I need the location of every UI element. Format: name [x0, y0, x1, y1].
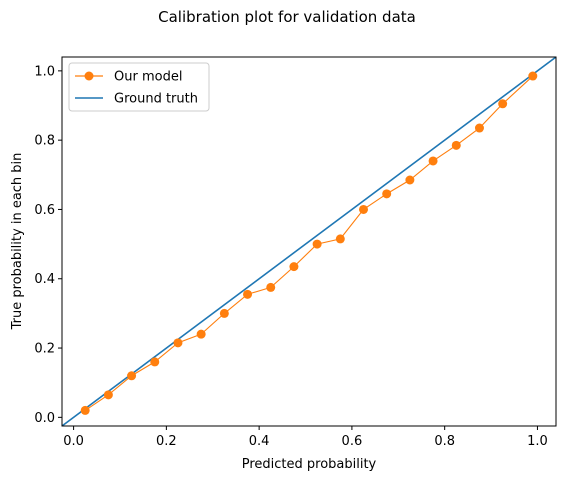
x-tick-label: 0.8 [434, 434, 455, 449]
data-point-our-model [266, 282, 276, 292]
legend-marker-our-model [84, 71, 94, 81]
data-point-our-model [103, 390, 113, 400]
legend-label-our-model: Our model [114, 70, 182, 85]
y-tick-label: 0.4 [34, 272, 55, 287]
data-point-our-model [359, 204, 369, 214]
data-point-our-model [312, 239, 322, 249]
x-tick-label: 0.6 [342, 434, 363, 449]
chart-title: Calibration plot for validation data [158, 8, 416, 26]
y-tick-label: 0.0 [34, 411, 55, 426]
data-point-our-model [219, 308, 229, 318]
y-tick-label: 0.6 [34, 203, 55, 218]
data-point-our-model [382, 189, 392, 199]
x-tick-label: 0.2 [156, 434, 177, 449]
data-point-our-model [196, 329, 206, 339]
data-point-our-model [405, 175, 415, 185]
data-point-our-model [428, 156, 438, 166]
plot-series-group [62, 57, 556, 426]
data-point-our-model [289, 262, 299, 272]
series-line-our-model [84, 75, 534, 411]
data-point-our-model [474, 123, 484, 133]
data-point-our-model [335, 234, 345, 244]
data-point-our-model [173, 338, 183, 348]
y-tick-label: 1.0 [34, 64, 55, 79]
data-point-our-model [127, 371, 137, 381]
data-point-our-model [528, 71, 538, 81]
data-point-our-model [80, 405, 90, 415]
legend-label-ground-truth: Ground truth [114, 92, 198, 107]
y-tick-label: 0.2 [34, 342, 55, 357]
data-point-our-model [150, 357, 160, 367]
x-axis-ticks: 0.0 0.2 0.4 0.6 0.8 1.0 [63, 426, 548, 449]
x-tick-label: 0.0 [63, 434, 84, 449]
data-point-our-model [243, 289, 253, 299]
data-point-our-model [451, 140, 461, 150]
plot-frame [61, 56, 557, 427]
x-tick-label: 1.0 [527, 434, 548, 449]
y-tick-label: 0.8 [34, 134, 55, 149]
y-axis-ticks: 0.0 0.2 0.4 0.6 0.8 1.0 [34, 64, 62, 426]
x-tick-label: 0.4 [249, 434, 270, 449]
legend: Our model Ground truth [68, 62, 210, 112]
data-point-our-model [498, 99, 508, 109]
legend-box [68, 62, 210, 112]
series-line-ground-truth [62, 57, 556, 426]
y-axis-label: True probability in each bin [10, 153, 25, 331]
x-axis-label: Predicted probability [242, 457, 377, 472]
